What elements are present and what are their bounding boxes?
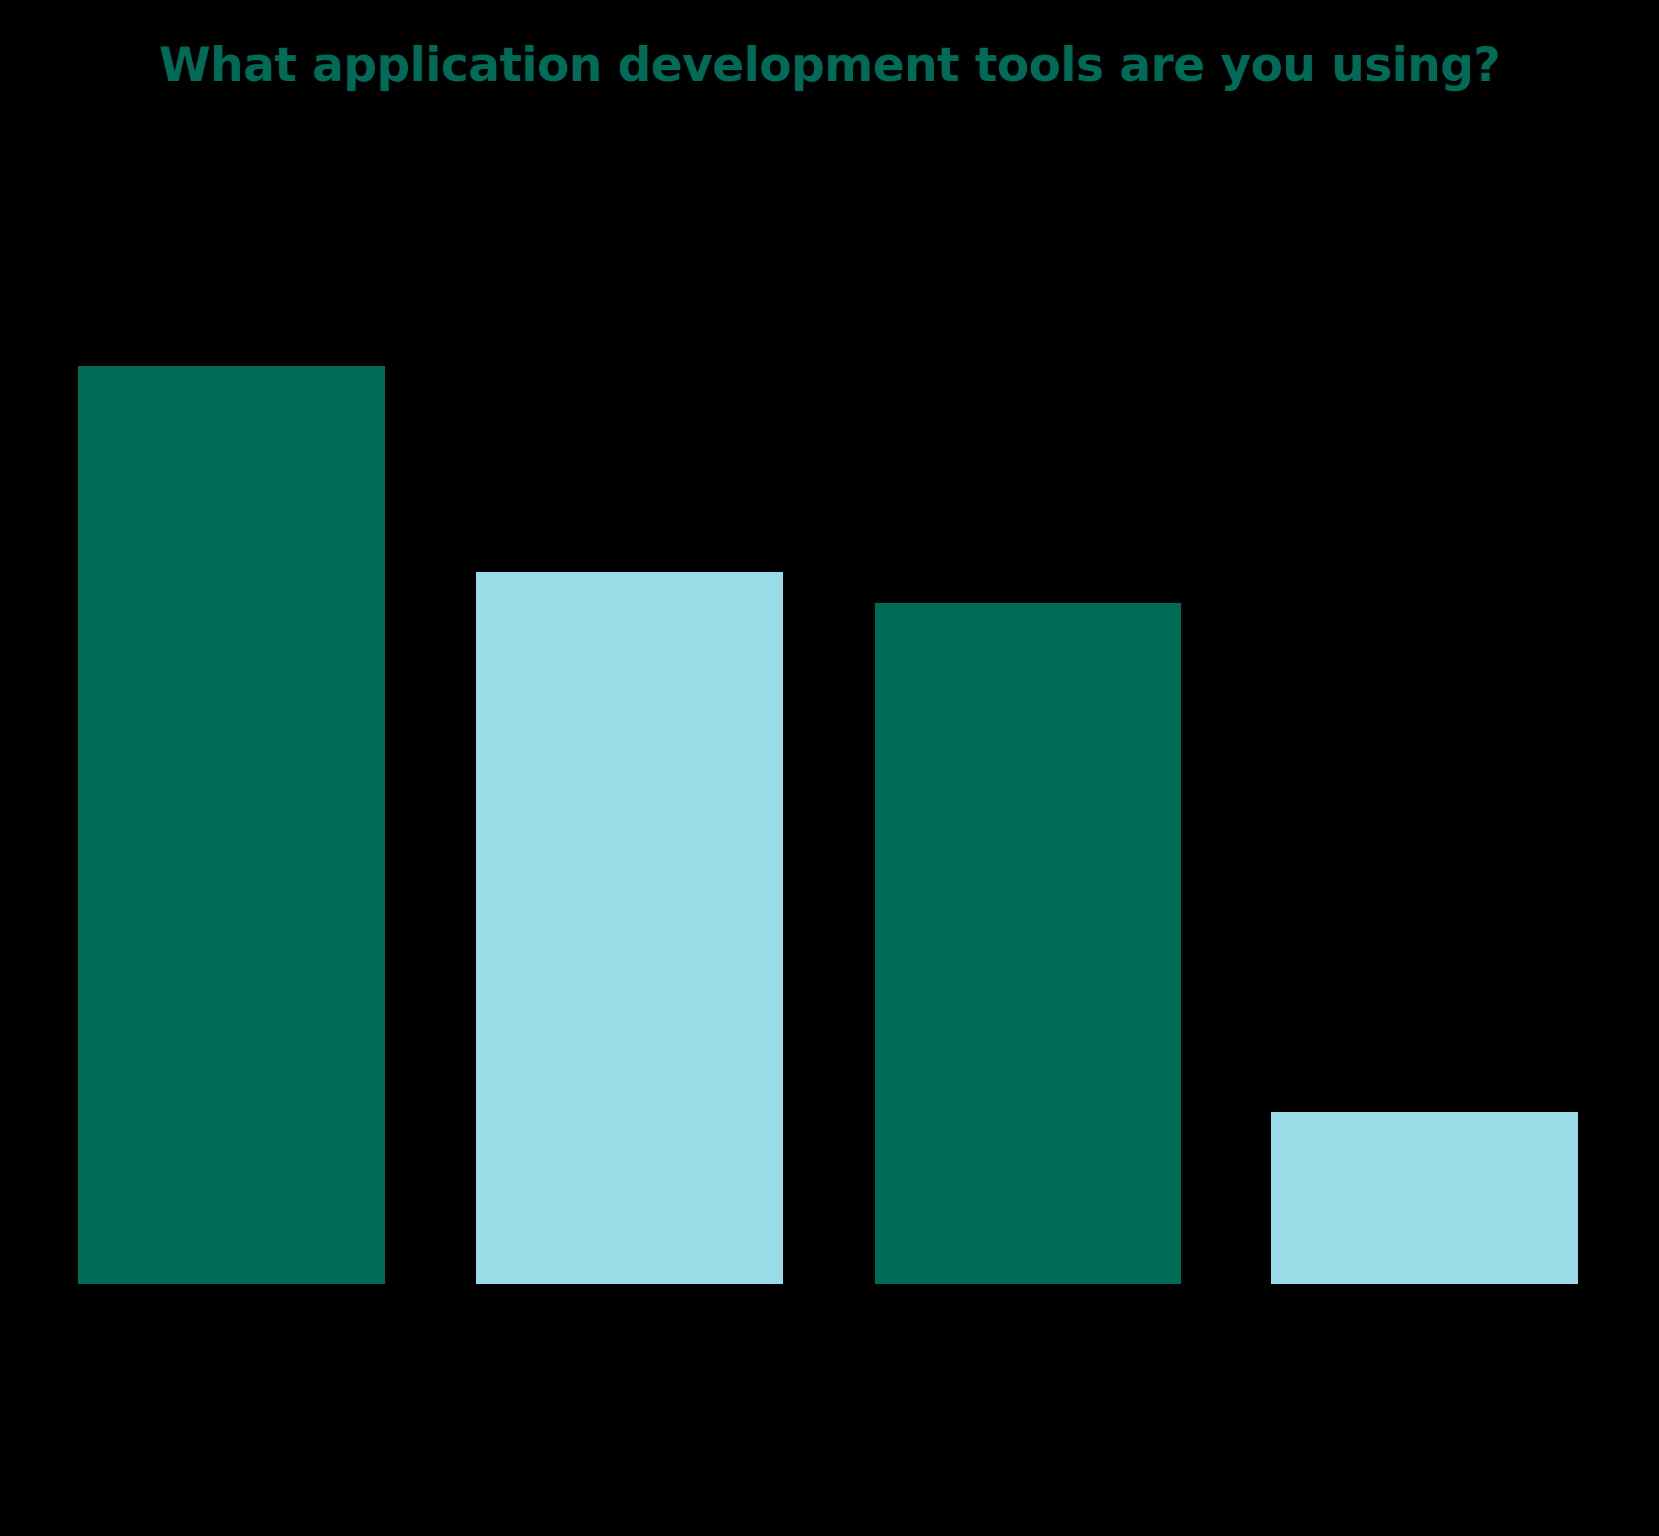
bar-1 [78,366,385,1284]
bar-4 [1271,1112,1578,1284]
chart-title: What application development tools are y… [158,38,1501,93]
bar-2 [476,572,783,1284]
bar-3 [875,603,1181,1284]
